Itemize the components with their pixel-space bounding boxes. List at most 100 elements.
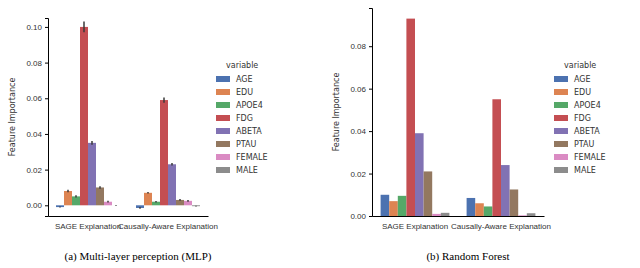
legend-label: AGE	[574, 75, 591, 84]
bar	[406, 19, 415, 216]
panel: 0.00 0.02 0.04 0.06 0.08 SAGE ExplanationCaus…	[332, 9, 606, 264]
tick-label: 0.02	[350, 170, 366, 179]
tick: 0.04	[350, 127, 372, 136]
tick-label: 0.04	[350, 127, 366, 136]
legend-swatch	[554, 115, 568, 121]
tick: 0.02	[350, 170, 372, 179]
error-bar	[187, 200, 189, 202]
legend-label: PTAU	[574, 140, 595, 149]
bar	[96, 187, 104, 205]
tick: 0.00	[350, 212, 372, 221]
tick: 0.10	[26, 23, 48, 32]
bar	[441, 213, 450, 216]
bar	[168, 164, 176, 205]
legend-label: MALE	[574, 166, 596, 175]
bar	[176, 200, 184, 205]
axis-title: Feature Importance	[8, 78, 17, 157]
bar	[381, 195, 390, 216]
bar	[398, 196, 407, 216]
tick-label: 0.02	[26, 166, 42, 175]
tick-label: 0.06	[350, 85, 366, 94]
tick-mark	[45, 205, 48, 206]
tick-mark	[369, 89, 372, 90]
bar	[88, 143, 96, 205]
legend: variable AGE EDU APOE4 FDG ABETA PTAU FEMALE MAL…	[554, 61, 606, 175]
tick-mark	[369, 174, 372, 175]
tick-label: 0.08	[26, 59, 42, 68]
axis-line	[49, 216, 209, 217]
tick-label: 0.06	[26, 94, 42, 103]
tick-mark	[369, 46, 372, 47]
error-bar	[155, 201, 157, 202]
legend-label: AGE	[236, 75, 253, 84]
legend-label: APOE4	[574, 101, 601, 110]
y-axis: 0.00 0.02 0.04 0.06 0.08	[350, 9, 372, 222]
tick-label: Causally-Aware Explanation	[118, 222, 218, 231]
tick-mark	[369, 131, 372, 132]
axis-line	[373, 216, 545, 217]
tick-label: 0.00	[350, 212, 366, 221]
bar	[424, 171, 433, 216]
legend: variableAGEEDUAPOE4FDGABETAPTAUFEMALEMAL…	[216, 61, 268, 175]
legend-label: ABETA	[574, 127, 600, 136]
legend-label: MALE	[236, 166, 258, 175]
legend-swatch	[554, 141, 568, 147]
bar	[72, 196, 80, 205]
bar	[510, 189, 519, 216]
legend-label: EDU	[236, 88, 253, 97]
tick-mark	[45, 63, 48, 64]
error-bar	[195, 205, 197, 207]
legend-label: EDU	[574, 88, 591, 97]
bar	[467, 198, 476, 216]
legend-label: FDG	[574, 114, 591, 123]
legend-title: variable	[564, 61, 596, 70]
bar	[56, 205, 64, 207]
tick: Causally-Aware Explanation	[451, 216, 551, 231]
bar	[389, 201, 398, 216]
bars	[56, 22, 200, 209]
legend-title: variable	[226, 61, 258, 70]
legend-swatch	[554, 89, 568, 95]
bar	[184, 201, 192, 205]
error-bar	[59, 207, 61, 208]
caption: (a) Multi-layer perception (MLP)	[65, 250, 212, 263]
bar	[475, 203, 484, 216]
legend-label: FDG	[236, 114, 253, 123]
axis-line	[45, 19, 49, 217]
y-axis: 0.000.020.040.060.080.10	[26, 19, 48, 217]
legend-swatch	[216, 167, 230, 173]
error-bar	[75, 195, 77, 197]
tick-label: SAGE Explanation	[382, 222, 448, 231]
bar	[104, 202, 112, 206]
bar	[152, 202, 160, 206]
bar	[432, 214, 441, 216]
legend-swatch	[216, 128, 230, 134]
legend-swatch	[554, 76, 568, 82]
tick-label: 0.08	[350, 42, 366, 51]
legend-swatch	[216, 89, 230, 95]
bar	[192, 205, 200, 207]
legend-swatch	[216, 141, 230, 147]
error-bar	[115, 204, 117, 206]
bar	[136, 205, 144, 208]
tick: 0.08	[26, 59, 48, 68]
tick-mark	[45, 98, 48, 99]
error-bar	[171, 163, 173, 165]
tick-label: 0.04	[26, 130, 42, 139]
legend-swatch	[216, 115, 230, 121]
legend-label: FEMALE	[236, 153, 268, 162]
error-bar	[139, 207, 141, 209]
axis-line	[369, 9, 373, 217]
legend-swatch	[554, 167, 568, 173]
tick-label: Causally-Aware Explanation	[451, 222, 551, 231]
tick-mark	[45, 27, 48, 28]
legend-swatch	[554, 102, 568, 108]
tick-mark	[369, 216, 372, 217]
error-bar	[99, 186, 101, 188]
bar	[484, 206, 493, 216]
error-bar	[163, 97, 165, 102]
error-bar	[179, 199, 181, 201]
error-bar	[107, 201, 109, 203]
legend-label: APOE4	[236, 101, 263, 110]
legend-label: FEMALE	[574, 153, 606, 162]
